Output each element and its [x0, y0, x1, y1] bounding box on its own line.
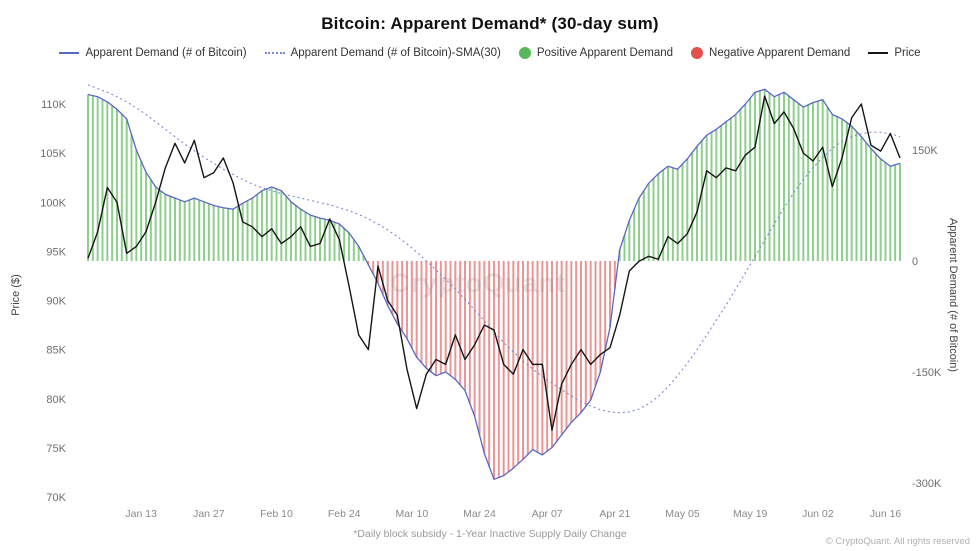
left-axis-ticks: 70K 75K 80K 85K 90K 95K 100K 105K 110K — [40, 99, 66, 504]
legend-label-positive-demand: Positive Apparent Demand — [536, 47, 674, 59]
axis-tick-label: 90K — [46, 296, 66, 308]
legend-item-apparent-demand[interactable]: Apparent Demand (# of Bitcoin) — [59, 47, 247, 59]
price-line — [87, 95, 901, 431]
right-axis-ticks: 150K 0 -150K -300K — [912, 145, 942, 490]
right-axis-title: Apparent Demand (# of Bitcoin) — [947, 217, 959, 373]
copyright-notice: © CryptoQuant. All rights reserved — [825, 536, 970, 547]
axis-tick-label: 75K — [46, 443, 66, 455]
axis-tick-label: -150K — [912, 367, 942, 379]
legend-item-price[interactable]: Price — [868, 47, 921, 59]
axis-tick-label: 95K — [46, 246, 66, 258]
dotted-line-marker-icon — [264, 52, 285, 54]
chart-footnote: *Daily block subsidy - 1-Year Inactive S… — [353, 528, 627, 540]
axis-tick-label: -300K — [912, 478, 942, 490]
axis-tick-label: Apr 21 — [599, 508, 630, 520]
legend-item-negative-demand[interactable]: Negative Apparent Demand — [691, 47, 850, 59]
demand-bars — [87, 89, 901, 480]
left-axis-title: Price ($) — [10, 274, 22, 316]
axis-tick-label: 80K — [46, 394, 66, 406]
axis-tick-label: Jan 27 — [193, 508, 225, 520]
legend-item-positive-demand[interactable]: Positive Apparent Demand — [518, 47, 674, 59]
axis-tick-label: 105K — [40, 148, 66, 160]
sma-line — [87, 84, 901, 414]
axis-tick-label: Apr 07 — [532, 508, 563, 520]
red-dot-icon — [691, 47, 704, 59]
axis-tick-label: Feb 24 — [328, 508, 361, 520]
black-line-marker-icon — [868, 52, 889, 54]
axis-tick-label: Feb 10 — [260, 508, 293, 520]
axis-tick-label: May 05 — [665, 508, 700, 520]
chart-title: Bitcoin: Apparent Demand* (30-day sum) — [321, 14, 659, 33]
axis-tick-label: Jan 13 — [125, 508, 157, 520]
axis-tick-label: 150K — [912, 145, 938, 157]
axis-tick-label: Jun 16 — [870, 508, 902, 520]
legend-label-negative-demand: Negative Apparent Demand — [709, 47, 851, 59]
axis-tick-label: Mar 10 — [395, 508, 428, 520]
legend-label-apparent-demand: Apparent Demand (# of Bitcoin) — [85, 47, 247, 59]
axis-tick-label: May 19 — [733, 508, 768, 520]
legend: Apparent Demand (# of Bitcoin) Apparent … — [0, 47, 980, 59]
axis-tick-label: 85K — [46, 345, 66, 357]
line-marker-icon — [59, 52, 80, 54]
axis-tick-label: 110K — [41, 99, 67, 111]
legend-label-price: Price — [894, 47, 921, 59]
axis-tick-label: 0 — [912, 256, 918, 268]
axis-tick-label: 70K — [46, 492, 66, 504]
legend-label-apparent-demand-sma: Apparent Demand (# of Bitcoin)-SMA(30) — [290, 47, 501, 59]
demand-line — [87, 88, 901, 480]
green-dot-icon — [518, 47, 531, 59]
axis-tick-label: Jun 02 — [802, 508, 834, 520]
axis-tick-label: 100K — [40, 197, 66, 209]
x-axis-ticks: Jan 13 Jan 27 Feb 10 Feb 24 Mar 10 Mar 24 Apr … — [125, 508, 901, 520]
axis-tick-label: Mar 24 — [463, 508, 496, 520]
legend-item-apparent-demand-sma[interactable]: Apparent Demand (# of Bitcoin)-SMA(30) — [264, 47, 501, 59]
